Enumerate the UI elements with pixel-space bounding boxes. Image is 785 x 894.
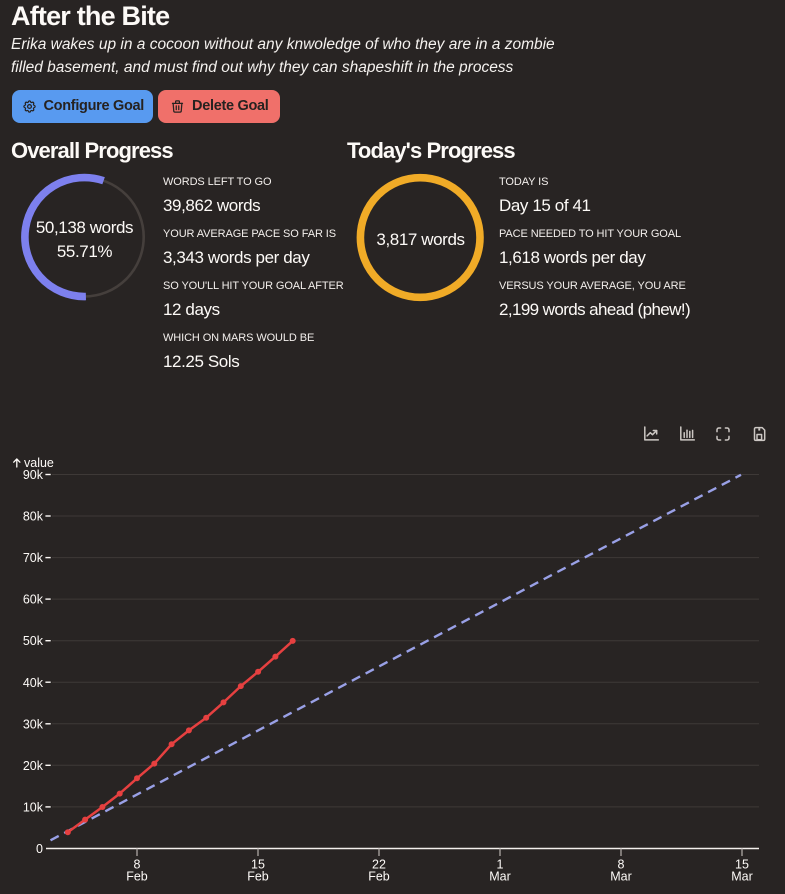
svg-text:Mar: Mar	[489, 870, 511, 884]
svg-text:15: 15	[735, 858, 749, 872]
svg-text:50k: 50k	[23, 634, 44, 648]
svg-text:0: 0	[36, 842, 43, 856]
svg-text:8: 8	[618, 858, 625, 872]
svg-text:70k: 70k	[23, 551, 44, 565]
svg-text:22: 22	[372, 858, 386, 872]
svg-text:Feb: Feb	[126, 870, 148, 884]
svg-text:15: 15	[251, 858, 265, 872]
svg-text:Feb: Feb	[247, 870, 269, 884]
svg-text:Mar: Mar	[610, 870, 632, 884]
svg-text:Mar: Mar	[731, 870, 753, 884]
svg-text:1: 1	[497, 858, 504, 872]
svg-text:8: 8	[134, 858, 141, 872]
svg-text:10k: 10k	[23, 800, 44, 814]
svg-text:60k: 60k	[23, 593, 44, 607]
svg-text:Feb: Feb	[368, 870, 390, 884]
svg-text:20k: 20k	[23, 759, 44, 773]
svg-text:30k: 30k	[23, 717, 44, 731]
svg-text:90k: 90k	[23, 468, 44, 482]
svg-text:value: value	[24, 456, 54, 470]
svg-text:40k: 40k	[23, 676, 44, 690]
svg-text:80k: 80k	[23, 510, 44, 524]
